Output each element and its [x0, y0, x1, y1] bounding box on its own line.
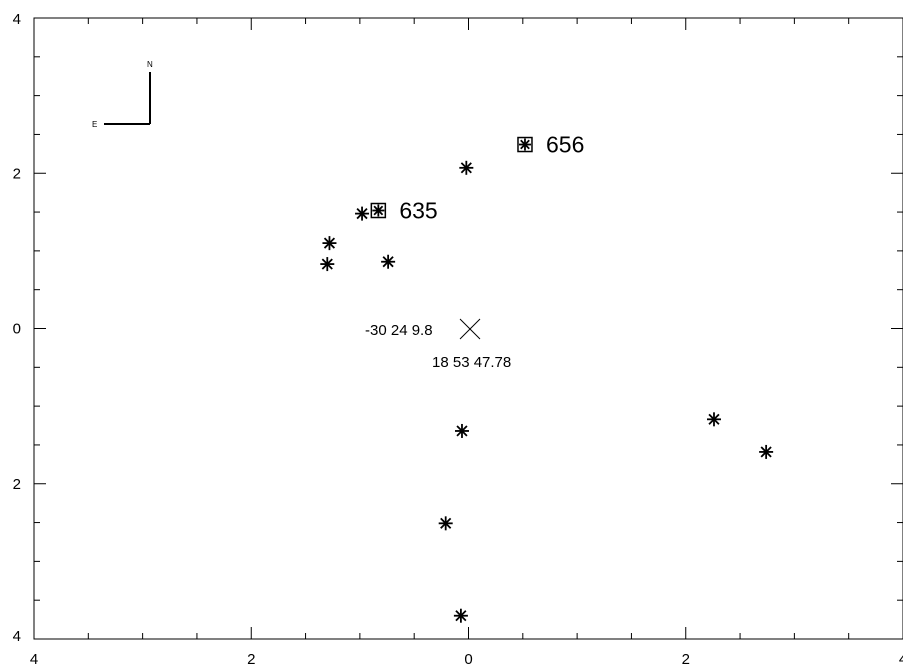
- asterisk-stroke: [455, 610, 467, 622]
- y-tick-label: 2: [13, 476, 21, 493]
- star-656: 656: [517, 132, 584, 158]
- compass: N E: [92, 60, 153, 129]
- y-tick-label: 0: [13, 321, 21, 338]
- center-ra-label: 18 53 47.78: [432, 354, 511, 371]
- y-tick-label: 2: [13, 165, 21, 182]
- center-cross-stroke-2: [459, 318, 481, 340]
- star-id-label: 656: [546, 132, 584, 158]
- asterisk-stroke: [760, 446, 772, 458]
- asterisk-stroke: [440, 517, 452, 529]
- asterisk-stroke: [456, 425, 468, 437]
- star-id-label: 635: [399, 198, 437, 224]
- compass-north-label: N: [147, 60, 153, 69]
- star-point: [322, 236, 337, 251]
- star-markers: 656 635: [320, 132, 774, 623]
- star-point: [706, 412, 721, 427]
- y-tick-label: 4: [13, 11, 21, 28]
- field-center: -30 24 9.8 18 53 47.78: [365, 318, 511, 371]
- asterisk-stroke: [373, 205, 384, 216]
- star-point: [453, 608, 468, 623]
- axis-tick-labels: 4202442024: [13, 11, 903, 668]
- asterisk-stroke: [323, 237, 336, 249]
- asterisk-stroke: [356, 208, 368, 220]
- x-tick-label: 4: [30, 651, 38, 668]
- star-point: [320, 257, 335, 272]
- asterisk-stroke: [321, 258, 333, 270]
- star-point: [438, 516, 453, 531]
- y-tick-label: 4: [13, 628, 21, 645]
- star-point: [759, 444, 774, 459]
- marker-box: [370, 202, 387, 219]
- asterisk-stroke: [708, 413, 720, 425]
- x-tick-label: 2: [247, 651, 255, 668]
- star-point: [454, 423, 469, 438]
- x-tick-label: 2: [682, 651, 690, 668]
- center-dec-label: -30 24 9.8: [365, 322, 433, 339]
- x-tick-label: 0: [464, 651, 472, 668]
- marker-box: [517, 136, 533, 153]
- plot-frame: [33, 17, 903, 640]
- x-tick-label: 4: [899, 651, 903, 668]
- asterisk-stroke: [382, 256, 394, 268]
- star-point: [381, 254, 396, 269]
- asterisk-stroke: [520, 139, 530, 150]
- axis-ticks: [33, 17, 903, 640]
- asterisk-stroke: [460, 162, 472, 174]
- compass-east-label: E: [92, 120, 97, 129]
- star-point: [355, 206, 370, 221]
- star-point: [459, 160, 474, 175]
- star-635: 635: [370, 198, 438, 224]
